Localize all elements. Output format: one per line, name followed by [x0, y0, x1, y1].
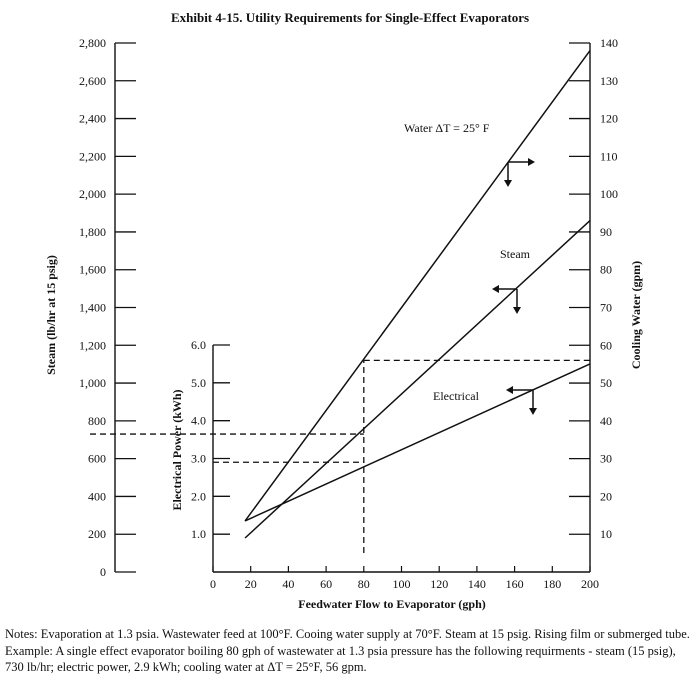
- cooling-tick-label: 30: [600, 452, 612, 466]
- chart-title: Exhibit 4-15. Utility Requirements for S…: [171, 10, 529, 25]
- cooling-tick-label: 50: [600, 376, 612, 390]
- series-label-water: Water ΔT = 25° F: [404, 121, 490, 135]
- steam-tick-label: 0: [100, 565, 106, 579]
- arrow-left-head: [492, 285, 499, 293]
- x-tick-label: 40: [282, 577, 294, 591]
- arrow-down-head: [504, 180, 512, 187]
- x-tick-label: 20: [245, 577, 257, 591]
- example-line: Example: A single effect evaporator boil…: [5, 643, 676, 675]
- steam-tick-label: 2,200: [79, 149, 106, 163]
- x-tick-label: 0: [210, 577, 216, 591]
- arrow-left-head: [506, 386, 513, 394]
- cooling-tick-label: 90: [600, 225, 612, 239]
- x-tick-label: 120: [430, 577, 448, 591]
- steam-tick-label: 1,600: [79, 263, 106, 277]
- cooling-tick-label: 10: [600, 527, 612, 541]
- cooling-tick-label: 130: [600, 74, 618, 88]
- steam-tick-label: 1,200: [79, 338, 106, 352]
- steam-line: [244, 220, 591, 539]
- cooling-tick-label: 20: [600, 489, 612, 503]
- electrical-line: [244, 363, 591, 522]
- axis-ticks: 02004006008001,0001,2001,4001,6001,8002,…: [79, 36, 618, 591]
- cooling-tick-label: 100: [600, 187, 618, 201]
- x-tick-label: 140: [468, 577, 486, 591]
- steam-tick-label: 600: [88, 452, 106, 466]
- electrical-tick-label: 6.0: [191, 338, 206, 352]
- series-label-electrical: Electrical: [433, 389, 480, 403]
- cooling-tick-label: 40: [600, 414, 612, 428]
- cooling-tick-label: 120: [600, 112, 618, 126]
- cooling-tick-label: 60: [600, 338, 612, 352]
- arrow-down-head: [513, 307, 521, 314]
- steam-tick-label: 400: [88, 489, 106, 503]
- notes-line: Notes: Evaporation at 1.3 psia. Wastewat…: [5, 627, 690, 641]
- steam-tick-label: 2,600: [79, 74, 106, 88]
- cooling-tick-label: 70: [600, 301, 612, 315]
- x-axis-title: Feedwater Flow to Evaporator (gph): [298, 597, 486, 611]
- axis-indicator-arrows: [492, 158, 537, 415]
- steam-tick-label: 1,400: [79, 301, 106, 315]
- arrow-right-head: [528, 158, 535, 166]
- steam-tick-label: 2,000: [79, 187, 106, 201]
- x-tick-label: 200: [581, 577, 599, 591]
- x-tick-label: 100: [393, 577, 411, 591]
- utility-requirements-chart: Exhibit 4-15. Utility Requirements for S…: [44, 10, 643, 611]
- cooling-tick-label: 110: [600, 149, 618, 163]
- steam-axis-title: Steam (lb/hr at 15 psig): [44, 255, 58, 375]
- electrical-tick-label: 2.0: [191, 489, 206, 503]
- x-tick-label: 60: [320, 577, 332, 591]
- arrow-down-head: [529, 408, 537, 415]
- x-tick-label: 160: [506, 577, 524, 591]
- electrical-axis-title: Electrical Power (kWh): [170, 389, 184, 510]
- steam-tick-label: 2,800: [79, 36, 106, 50]
- cooling-tick-label: 80: [600, 263, 612, 277]
- steam-tick-label: 200: [88, 527, 106, 541]
- electrical-tick-label: 4.0: [191, 414, 206, 428]
- series-label-steam: Steam: [500, 247, 531, 261]
- electrical-tick-label: 3.0: [191, 452, 206, 466]
- x-tick-label: 180: [543, 577, 561, 591]
- steam-tick-label: 800: [88, 414, 106, 428]
- steam-tick-label: 1,800: [79, 225, 106, 239]
- electrical-tick-label: 1.0: [191, 527, 206, 541]
- chart-notes: Notes: Evaporation at 1.3 psia. Wastewat…: [5, 626, 697, 676]
- cooling-tick-label: 140: [600, 36, 618, 50]
- steam-tick-label: 1,000: [79, 376, 106, 390]
- cooling-axis-title: Cooling Water (gpm): [629, 261, 643, 369]
- electrical-tick-label: 5.0: [191, 376, 206, 390]
- steam-tick-label: 2,400: [79, 112, 106, 126]
- water-line: [244, 50, 591, 522]
- x-tick-label: 80: [358, 577, 370, 591]
